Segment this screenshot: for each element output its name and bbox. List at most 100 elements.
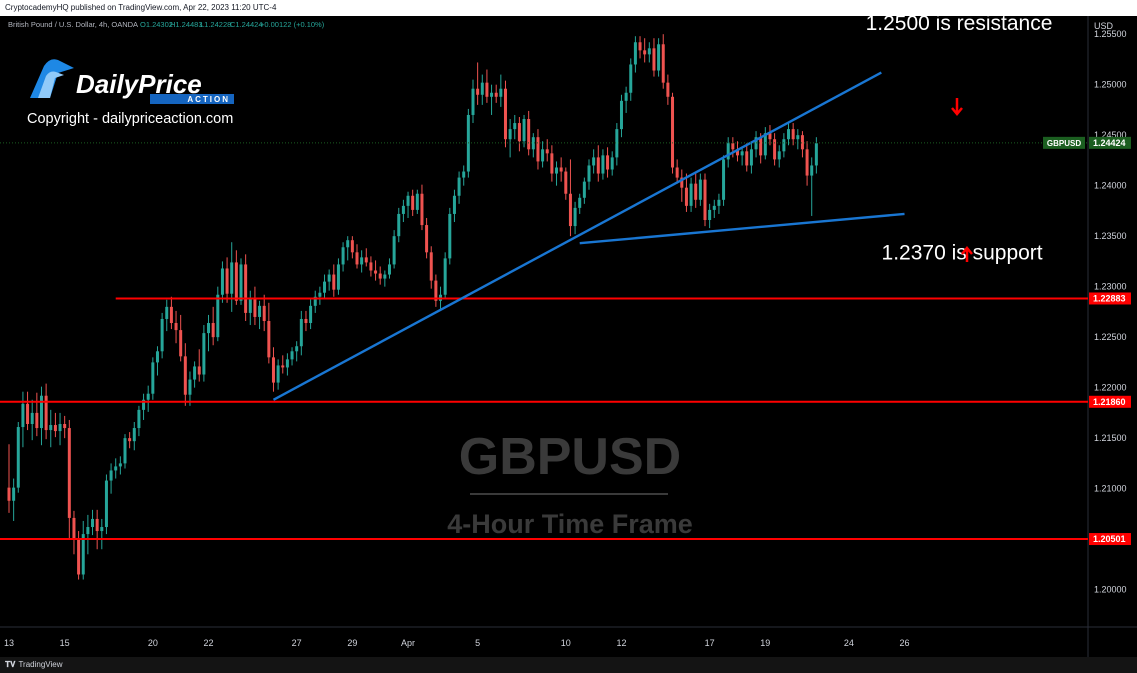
candle-body (671, 96, 675, 168)
candle-body (550, 153, 554, 174)
candle-up (722, 155, 726, 206)
candle-up (109, 463, 113, 494)
candle-up (587, 159, 591, 190)
candle-up (151, 357, 155, 400)
candle-body (91, 518, 95, 528)
legend-close: C1.24424 (230, 20, 263, 29)
candle-up (193, 361, 197, 388)
footer-brand: TradingView (18, 660, 63, 669)
candle-down (174, 310, 178, 344)
candle-down (211, 306, 215, 346)
candle-down (536, 129, 540, 170)
candle-body (142, 399, 146, 410)
level-price-tag: 1.22883 (1093, 293, 1126, 303)
candle-up (188, 371, 192, 406)
candle-body (7, 487, 11, 501)
candle-up (522, 114, 526, 148)
candle-body (230, 262, 234, 294)
candle-body (285, 359, 289, 368)
candle-up (749, 143, 753, 174)
candle-up (49, 409, 53, 448)
time-tick-label: 20 (148, 638, 158, 648)
time-tick-label: 5 (475, 638, 480, 648)
candle-body (536, 137, 540, 162)
candle-body (763, 133, 767, 156)
candle-up (142, 393, 146, 420)
candle-down (7, 444, 11, 513)
time-tick-label: 24 (844, 638, 854, 648)
candle-body (494, 92, 498, 97)
candle-down (244, 254, 248, 321)
candle-body (39, 395, 43, 429)
candle-up (295, 341, 299, 362)
candle-body (791, 129, 795, 140)
candle-body (680, 177, 684, 188)
candle-up (471, 79, 475, 124)
candle-body (722, 159, 726, 200)
candle-down (72, 510, 76, 555)
candle-body (745, 151, 749, 166)
watermark-symbol: GBPUSD (459, 428, 681, 486)
candle-down (378, 266, 382, 285)
candle-up (615, 123, 619, 166)
candle-up (58, 412, 62, 446)
candle-up (782, 133, 786, 158)
candle-down (179, 314, 183, 362)
currency-label: USD (1094, 21, 1114, 31)
candle-up (573, 201, 577, 235)
candle-body (541, 149, 545, 162)
candlestick-chart[interactable]: GBPUSD 4-Hour Time Frame 1.25500 1.25000 1… (0, 16, 1137, 657)
candle-body (545, 149, 549, 154)
candle-up (160, 312, 164, 359)
candle-body (336, 264, 340, 290)
price-tick-label: 1.25000 (1094, 80, 1127, 90)
candle-body (16, 427, 20, 488)
candle-body (290, 351, 294, 360)
candle-body (49, 425, 53, 431)
candle-down (63, 415, 67, 439)
candle-down (425, 217, 429, 259)
time-tick-label: 22 (204, 638, 214, 648)
candle-up (787, 123, 791, 146)
time-tick-label: 26 (900, 638, 910, 648)
candle-up (313, 290, 317, 313)
candle-body (731, 143, 735, 150)
level-price-tag: 1.21860 (1093, 397, 1126, 407)
candles (7, 34, 818, 580)
candle-body (114, 466, 118, 471)
candle-body (137, 409, 141, 429)
candle-down (805, 141, 809, 186)
candle-body (503, 88, 507, 140)
trend-lines (272, 71, 905, 401)
candle-body (735, 149, 739, 156)
candle-down (494, 84, 498, 103)
time-tick-label: 27 (292, 638, 302, 648)
candle-down (95, 509, 99, 550)
candle-up (323, 274, 327, 299)
candle-down (745, 143, 749, 172)
candle-up (155, 346, 159, 376)
candle-body (647, 48, 651, 55)
candle-body (318, 292, 322, 297)
candle-up (123, 434, 127, 469)
candle-down (183, 343, 187, 406)
candle-body (299, 318, 303, 347)
candle-down (332, 264, 336, 297)
candle-body (341, 247, 345, 265)
candle-up (531, 133, 535, 158)
candle-down (253, 286, 257, 326)
candle-body (146, 393, 150, 400)
candle-body (531, 137, 535, 150)
last-price-symbol: GBPUSD (1047, 139, 1081, 148)
candle-body (573, 207, 577, 227)
candle-body (202, 333, 206, 375)
candle-down (568, 159, 572, 237)
annotations: 1.2500 is resistance 1.2370 is support (866, 16, 1053, 264)
candle-body (364, 257, 368, 263)
candle-up (415, 189, 419, 214)
candle-up (39, 386, 43, 446)
price-tick-label: 1.22000 (1094, 383, 1127, 393)
candle-body (309, 305, 313, 324)
candle-body (740, 151, 744, 156)
time-tick-label: 13 (4, 638, 14, 648)
